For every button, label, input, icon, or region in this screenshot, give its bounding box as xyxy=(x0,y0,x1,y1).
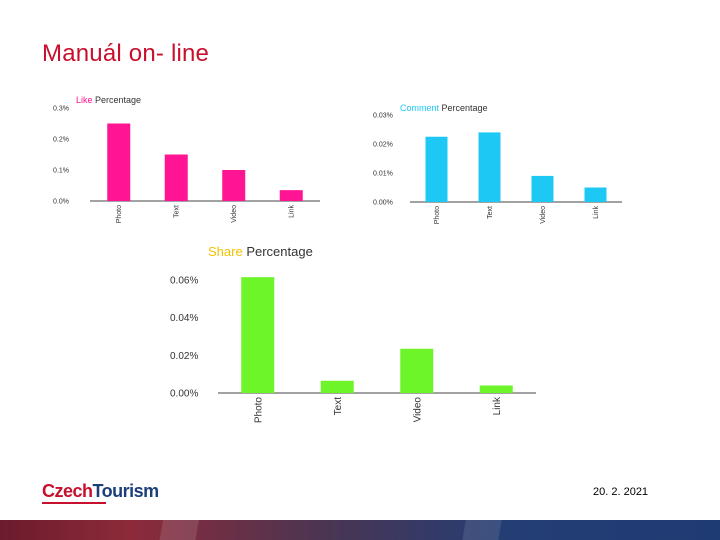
x-tick-label: Video xyxy=(412,397,423,423)
x-tick-label: Video xyxy=(540,206,547,224)
y-tick-label: 0.00% xyxy=(373,199,393,206)
slide-date: 20. 2. 2021 xyxy=(593,486,649,498)
x-tick-label: Video xyxy=(231,205,238,223)
slide-title: Manuál on- line xyxy=(42,40,210,67)
bar-link xyxy=(479,385,513,393)
x-tick-label: Text xyxy=(487,206,494,219)
chart-title: Like Percentage xyxy=(76,95,141,105)
y-tick-label: 0.04% xyxy=(170,313,198,324)
bar-video xyxy=(222,170,246,201)
x-tick-label: Photo xyxy=(253,397,264,424)
bar-photo xyxy=(107,123,131,201)
bar-photo xyxy=(241,277,275,393)
y-tick-label: 0.03% xyxy=(373,112,393,119)
y-tick-label: 0.06% xyxy=(170,276,198,287)
x-tick-label: Photo xyxy=(434,206,441,224)
share-percentage-chart: Share Percentage 0.00% 0.02% 0.04% 0.06% Phot… xyxy=(170,244,536,424)
bar-link xyxy=(279,190,303,201)
chart-title-accent: Comment xyxy=(400,103,440,113)
x-tick-label: Link xyxy=(492,396,503,415)
y-tick-label: 0.0% xyxy=(53,198,69,205)
x-tick-label: Text xyxy=(333,397,344,416)
x-tick-label: Link xyxy=(289,205,296,218)
y-tick-label: 0.2% xyxy=(53,136,69,143)
comment-percentage-chart: Comment Percentage 0.00% 0.01% 0.02% 0.03% Ph… xyxy=(373,103,622,224)
logo-underline xyxy=(42,502,106,504)
y-tick-label: 0.1% xyxy=(53,167,69,174)
chart-title-rest: Percentage xyxy=(93,95,142,105)
logo-part-czech: Czech xyxy=(42,481,93,501)
chart-title-rest: Percentage xyxy=(243,244,313,259)
footer-band xyxy=(0,520,720,540)
x-tick-label: Link xyxy=(593,206,600,219)
chart-title-rest: Percentage xyxy=(439,103,488,113)
bar-video xyxy=(531,175,554,202)
y-tick-label: 0.3% xyxy=(53,105,69,112)
logo-part-tourism: Tourism xyxy=(92,481,160,501)
x-tick-label: Text xyxy=(174,205,181,218)
chart-title-accent: Like xyxy=(76,95,93,105)
y-tick-label: 0.02% xyxy=(170,351,198,362)
bar-text xyxy=(320,380,354,393)
y-tick-label: 0.02% xyxy=(373,141,393,148)
x-tick-label: Photo xyxy=(116,205,123,223)
bar-photo xyxy=(425,136,448,202)
bar-text xyxy=(164,154,188,201)
czechtourism-logo: CzechTourism xyxy=(42,481,159,502)
like-percentage-chart: Like Percentage 0.0% 0.1% 0.2% 0.3% Photo Text… xyxy=(53,95,320,223)
bar-text xyxy=(478,132,501,202)
y-tick-label: 0.00% xyxy=(170,389,198,400)
chart-title-accent: Share xyxy=(208,244,243,259)
bar-link xyxy=(584,187,607,202)
chart-title: Comment Percentage xyxy=(400,103,488,113)
chart-title: Share Percentage xyxy=(208,244,313,259)
bar-video xyxy=(400,348,434,393)
y-tick-label: 0.01% xyxy=(373,170,393,177)
